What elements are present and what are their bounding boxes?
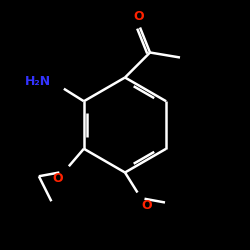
Text: O: O [141,199,152,212]
Text: O: O [52,172,62,186]
Text: O: O [134,10,144,23]
Text: H₂N: H₂N [25,75,51,88]
